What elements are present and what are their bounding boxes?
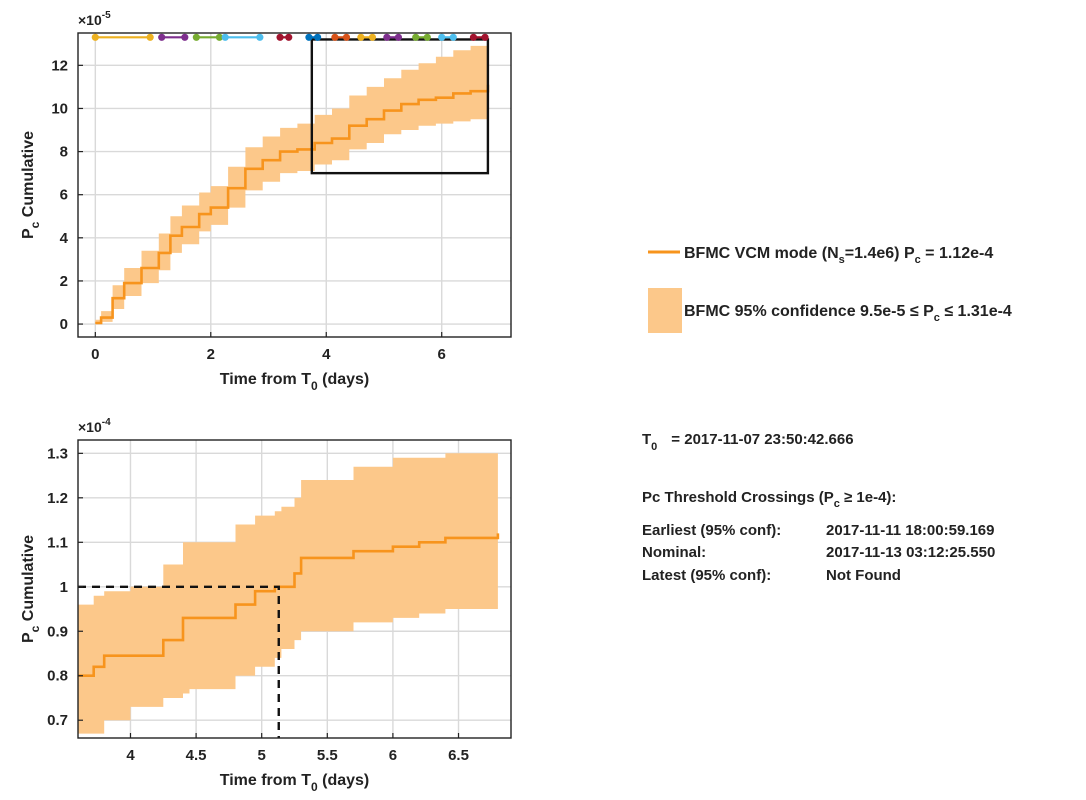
top-axes: 0 2 4 6 0 2 4 6 8 10 12 ×10-5 Time from T0 (days) Pc … <box>20 10 512 393</box>
y-tick-label: 6 <box>60 187 68 204</box>
y-tick-label: 0.9 <box>47 623 68 640</box>
event-marker <box>256 33 264 41</box>
nominal-label: Nominal: <box>642 544 706 561</box>
event-marker <box>276 33 284 41</box>
x-tick-label: 4.5 <box>186 747 207 764</box>
legend: BFMC VCM mode (Ns=1.4e6) Pc = 1.12e-4 BF… <box>648 245 1012 333</box>
y-axis-label: Pc Cumulative <box>20 535 42 643</box>
x-tick-label: 5 <box>258 747 266 764</box>
event-marker <box>158 33 166 41</box>
plot-content <box>95 41 490 325</box>
event-marker <box>313 33 322 41</box>
threshold-heading: Pc Threshold Crossings (Pc ≥ 1e-4): <box>642 489 896 510</box>
threshold-dashed-line <box>78 585 280 738</box>
axis-exponent: ×10-4 <box>78 417 111 435</box>
event-marker <box>383 33 391 41</box>
event-marker <box>481 33 489 41</box>
y-axis-label: Pc Cumulative <box>20 131 42 239</box>
y-tick-label: 4 <box>60 230 69 247</box>
y-tick-label: 0.8 <box>47 668 68 685</box>
y-tick-label: 10 <box>51 100 68 117</box>
y-tick-label: 2 <box>60 273 68 290</box>
latest-value: Not Found <box>826 567 901 584</box>
legend-band-swatch <box>648 288 682 333</box>
event-marker <box>285 33 293 41</box>
event-marker <box>423 33 431 41</box>
event-marker <box>412 33 420 41</box>
axes-frame <box>77 439 512 739</box>
event-marker <box>342 33 351 41</box>
y-tick-label: 1.2 <box>47 490 68 507</box>
x-axis-label: Time from T0 (days) <box>220 772 370 794</box>
event-marker <box>357 33 365 41</box>
event-marker <box>221 33 229 41</box>
event-marker <box>368 33 377 41</box>
confidence-band <box>95 41 488 325</box>
y-tick-label: 0.7 <box>47 712 68 729</box>
x-tick-label: 6.5 <box>448 747 469 764</box>
x-axis-label: Time from T0 (days) <box>220 371 370 393</box>
event-marker <box>305 33 313 41</box>
y-tick-label: 1 <box>60 579 68 596</box>
event-marker <box>394 33 403 41</box>
x-tick-label: 4 <box>126 747 135 764</box>
nominal-value: 2017-11-13 03:12:25.550 <box>826 544 995 561</box>
info-panel: T0 = 2017-11-07 23:50:42.666 Pc Threshold… <box>642 431 995 584</box>
event-marker <box>469 33 478 41</box>
bottom-axes: 4 4.5 5 5.5 6 6.5 0.7 0.8 0.9 1 1.1 1.2 1.3 ×10-4 Time… <box>20 417 512 794</box>
event-marker <box>181 33 189 41</box>
x-tick-label: 5.5 <box>317 747 338 764</box>
x-tick-label: 4 <box>322 346 331 363</box>
legend-line-label: BFMC VCM mode (Ns=1.4e6) Pc = 1.12e-4 <box>684 245 993 266</box>
event-marker <box>331 33 339 41</box>
y-tick-label: 1.1 <box>47 534 68 551</box>
axis-exponent: ×10-5 <box>78 10 111 28</box>
event-marker <box>91 33 99 41</box>
t0-line: T0 = 2017-11-07 23:50:42.666 <box>642 431 854 453</box>
y-tick-label: 12 <box>51 57 68 74</box>
event-marker <box>438 33 446 41</box>
legend-band-label: BFMC 95% confidence 9.5e-5 ≤ Pc ≤ 1.31e-… <box>684 303 1012 324</box>
event-marker <box>215 33 224 41</box>
y-tick-label: 1.3 <box>47 445 68 462</box>
x-tick-label: 2 <box>207 346 215 363</box>
axes-frame <box>77 32 512 338</box>
confidence-band <box>78 448 498 734</box>
x-tick-label: 6 <box>438 346 446 363</box>
x-tick-label: 0 <box>91 346 99 363</box>
earliest-value: 2017-11-11 18:00:59.169 <box>826 522 994 539</box>
latest-label: Latest (95% conf): <box>642 567 771 584</box>
y-tick-label: 8 <box>60 144 68 161</box>
event-marker <box>192 33 200 41</box>
pc-series-line <box>95 84 490 325</box>
earliest-label: Earliest (95% conf): <box>642 522 781 539</box>
x-tick-label: 6 <box>389 747 397 764</box>
event-marker <box>146 33 154 41</box>
y-tick-label: 0 <box>60 316 68 333</box>
event-marker <box>449 33 457 41</box>
